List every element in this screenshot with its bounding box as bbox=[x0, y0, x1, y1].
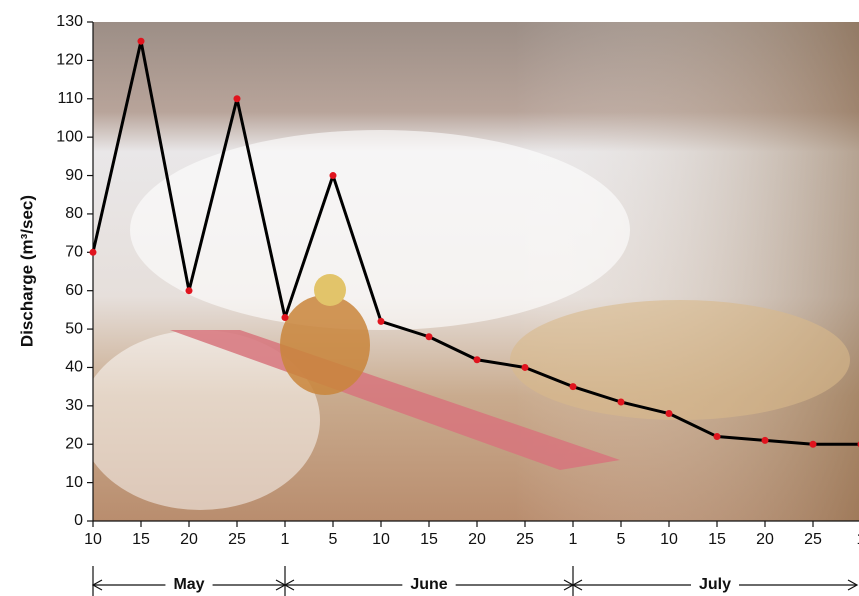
x-tick-label: 15 bbox=[132, 531, 150, 548]
x-tick-label: 15 bbox=[420, 531, 438, 548]
data-point bbox=[186, 287, 193, 294]
data-point bbox=[282, 314, 289, 321]
data-point bbox=[522, 364, 529, 371]
x-tick-label: 10 bbox=[372, 531, 390, 548]
y-tick-label: 50 bbox=[65, 320, 83, 337]
y-tick-label: 60 bbox=[65, 282, 83, 299]
y-tick-label: 30 bbox=[65, 397, 83, 414]
data-point bbox=[378, 318, 385, 325]
data-point bbox=[762, 437, 769, 444]
x-tick-label: 10 bbox=[84, 531, 102, 548]
y-tick-label: 90 bbox=[65, 167, 83, 184]
data-point bbox=[618, 399, 625, 406]
data-point bbox=[810, 441, 817, 448]
x-tick-label: 1 bbox=[569, 531, 578, 548]
x-tick-label: 5 bbox=[329, 531, 338, 548]
x-tick-label: 25 bbox=[228, 531, 246, 548]
y-tick-label: 130 bbox=[56, 13, 83, 30]
y-axis-label: Discharge (m³/sec) bbox=[17, 195, 36, 347]
data-point bbox=[666, 410, 673, 417]
y-tick-label: 10 bbox=[65, 474, 83, 491]
x-tick-label: 20 bbox=[180, 531, 198, 548]
x-tick-label: 25 bbox=[516, 531, 534, 548]
y-tick-label: 120 bbox=[56, 52, 83, 69]
background-photo bbox=[80, 22, 859, 521]
x-tick-label: 15 bbox=[708, 531, 726, 548]
x-tick-label: 20 bbox=[756, 531, 774, 548]
data-point bbox=[714, 433, 721, 440]
data-point bbox=[474, 356, 481, 363]
data-point bbox=[330, 172, 337, 179]
y-tick-label: 80 bbox=[65, 205, 83, 222]
y-tick-label: 20 bbox=[65, 435, 83, 452]
y-tick-label: 110 bbox=[57, 90, 83, 107]
month-label: May bbox=[173, 576, 204, 593]
y-tick-label: 70 bbox=[65, 244, 83, 261]
y-tick-label: 0 bbox=[74, 512, 83, 529]
x-tick-label: 5 bbox=[617, 531, 626, 548]
data-point bbox=[426, 333, 433, 340]
data-point bbox=[570, 383, 577, 390]
x-tick-label: 10 bbox=[660, 531, 678, 548]
month-label: July bbox=[699, 576, 731, 593]
y-tick-label: 40 bbox=[65, 359, 83, 376]
y-tick-label: 100 bbox=[56, 128, 83, 145]
data-point bbox=[234, 95, 241, 102]
data-point bbox=[90, 249, 97, 256]
chart: Discharge (m³/sec) 010203040506070809010… bbox=[0, 0, 859, 596]
x-tick-label: 1 bbox=[281, 531, 290, 548]
month-label: June bbox=[410, 576, 447, 593]
x-tick-label: 20 bbox=[468, 531, 486, 548]
data-point bbox=[138, 38, 145, 45]
x-tick-label: 25 bbox=[804, 531, 822, 548]
